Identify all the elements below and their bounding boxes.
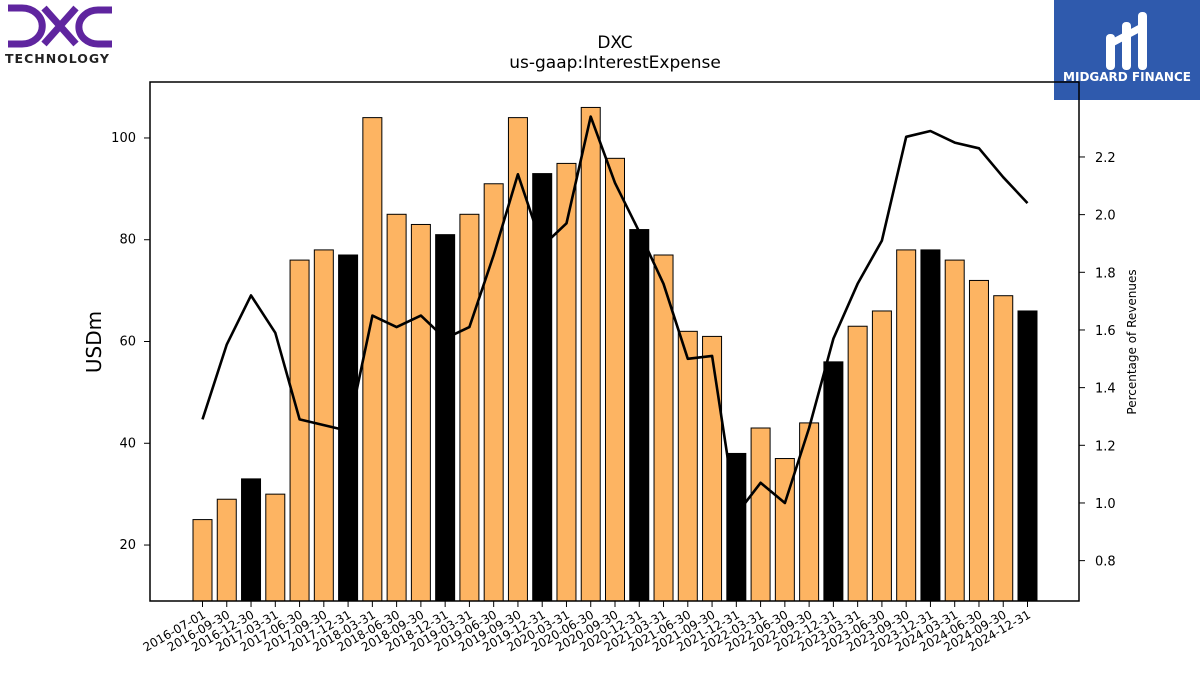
- y2-axis-label: Percentage of Revenues: [1125, 269, 1139, 414]
- percentage-line: [201, 115, 1029, 516]
- dxc-logo-text: TECHNOLOGY: [5, 51, 110, 66]
- dxc-technology-logo: TECHNOLOGY: [4, 4, 116, 66]
- y-tick-label-40: 40: [119, 436, 136, 451]
- bar-2017-03-31: [265, 493, 286, 602]
- y2-tick-label-2.2: 2.2: [1095, 151, 1116, 166]
- y2-tick-label-1.2: 1.2: [1095, 439, 1116, 454]
- y-tick-label-20: 20: [119, 538, 136, 553]
- chart-subtitle: us-gaap:InterestExpense: [509, 53, 721, 73]
- bar-2018-06-30: [386, 213, 407, 602]
- y-tick-label-80: 80: [119, 233, 136, 248]
- dxc-logo-mark: [8, 4, 112, 48]
- bar-2019-03-31: [459, 213, 480, 602]
- bar-2022-12-31: [823, 361, 844, 602]
- bar-2020-12-31: [629, 229, 650, 602]
- bar-2021-06-30: [677, 330, 698, 602]
- y-axis-left: 20 40 60 80 100: [111, 131, 150, 553]
- y2-tick-label-1.8: 1.8: [1095, 266, 1116, 281]
- y-tick-label-100: 100: [111, 131, 136, 146]
- bar-2017-06-30: [289, 259, 310, 602]
- bar-2024-03-31: [944, 259, 965, 602]
- y-axis-label: USDm: [82, 311, 106, 373]
- y2-tick-label-2: 2.0: [1095, 209, 1116, 224]
- bar-2020-06-30: [580, 106, 601, 602]
- bar-2020-09-30: [605, 157, 625, 602]
- x-axis: 2016-07-012016-09-302016-12-302017-03-31…: [141, 601, 1033, 654]
- y2-tick-label-1.6: 1.6: [1095, 324, 1116, 339]
- bar-2024-09-30: [993, 295, 1014, 602]
- bar-2018-03-31: [362, 117, 383, 602]
- y-axis-right: 0.8 1.0 1.2 1.4 1.6 1.8 2.0 2.2: [1079, 151, 1116, 570]
- bar-2021-09-30: [702, 335, 723, 602]
- line-series: [201, 115, 1029, 516]
- bar-2024-12-31: [1017, 310, 1038, 602]
- bar-2018-12-31: [435, 234, 456, 602]
- bar-2018-09-30: [410, 223, 431, 602]
- y2-tick-label-1: 1.0: [1095, 497, 1116, 512]
- midgard-logo-text: MIDGARD FINANCE: [1063, 70, 1191, 84]
- bar-series: [192, 106, 1038, 602]
- bar-2023-09-30: [896, 249, 917, 602]
- bar-2023-06-30: [871, 310, 892, 602]
- bar-2023-12-31: [920, 249, 941, 602]
- bar-2016-09-30: [216, 498, 237, 602]
- y2-tick-label-0.8: 0.8: [1095, 555, 1116, 570]
- y2-tick-label-1.4: 1.4: [1095, 382, 1116, 397]
- bar-2016-07-01: [192, 519, 213, 602]
- y-tick-label-60: 60: [119, 335, 136, 350]
- bar-2019-06-30: [483, 183, 504, 602]
- bar-2016-12-30: [241, 478, 262, 602]
- chart-title: DXC: [597, 33, 632, 53]
- midgard-logo-mark: [1106, 12, 1147, 70]
- bar-2024-06-30: [968, 279, 989, 602]
- bar-2022-03-31: [750, 427, 771, 602]
- bar-2023-03-31: [847, 325, 868, 602]
- bar-2019-12-31: [532, 173, 553, 602]
